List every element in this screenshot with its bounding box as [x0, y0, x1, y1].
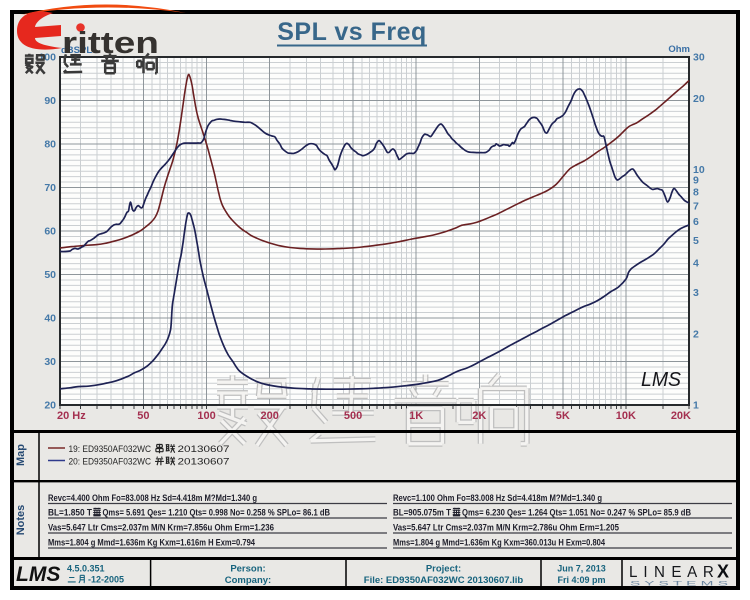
svg-text:10: 10 — [693, 164, 705, 176]
svg-text:Fri 4:09 pm: Fri 4:09 pm — [557, 575, 605, 585]
svg-text:20130607: 20130607 — [178, 444, 230, 455]
svg-text:3: 3 — [693, 287, 699, 299]
svg-text:80: 80 — [44, 139, 56, 151]
svg-text:5: 5 — [693, 235, 699, 247]
svg-text:7: 7 — [693, 200, 699, 212]
svg-text:9: 9 — [693, 175, 699, 187]
svg-text:Vas=5.647 Ltr Cms=2.037m M/N: Vas=5.647 Ltr Cms=2.037m M/N Krm=7.856u … — [48, 523, 274, 534]
svg-text:Company:: Company: — [225, 575, 271, 586]
svg-text:Person:: Person: — [230, 564, 265, 575]
svg-text:500: 500 — [344, 410, 362, 422]
svg-text:30: 30 — [44, 356, 56, 368]
svg-text:6: 6 — [693, 216, 699, 228]
svg-text:Vas=5.647 Ltr Cms=2.037m M/N: Vas=5.647 Ltr Cms=2.037m M/N Krm=2.786u … — [393, 523, 620, 534]
svg-text:Project:: Project: — [426, 564, 461, 575]
svg-text:LMS: LMS — [641, 369, 682, 391]
svg-text:20130607: 20130607 — [178, 457, 230, 468]
svg-text:2: 2 — [693, 329, 699, 341]
svg-text:Map: Map — [15, 444, 27, 466]
svg-text:50: 50 — [44, 269, 56, 281]
svg-text:Qms= 5.691 Qes= 1.210 Qts= 0: Qms= 5.691 Qes= 1.210 Qts= 0.998 No= 0.2… — [103, 508, 331, 519]
svg-text:70: 70 — [44, 182, 56, 194]
svg-text:100: 100 — [197, 410, 215, 422]
svg-text:5K: 5K — [556, 410, 570, 422]
svg-text:8: 8 — [693, 187, 699, 199]
svg-text:4.5.0.351: 4.5.0.351 — [67, 564, 105, 574]
svg-text:4: 4 — [693, 258, 699, 270]
svg-text:20: 20 — [693, 93, 705, 105]
svg-text:-12-2005: -12-2005 — [88, 575, 124, 585]
svg-text:20: 20 — [44, 400, 56, 412]
svg-text:X: X — [717, 562, 729, 582]
svg-text:1K: 1K — [409, 410, 423, 422]
svg-text:Jun 7, 2013: Jun 7, 2013 — [557, 564, 606, 574]
svg-text:Mms=1.804 g Mmd=1.636m Kg Kx: Mms=1.804 g Mmd=1.636m Kg Kxm=360.013u H… — [393, 538, 606, 549]
svg-text:19: ED9350AF032WC: 19: ED9350AF032WC — [69, 444, 152, 455]
svg-text:Ohm: Ohm — [668, 44, 690, 55]
svg-text:10K: 10K — [616, 410, 636, 422]
svg-text:BL=905.075m T: BL=905.075m T — [393, 508, 451, 519]
svg-text:Revc=1.100 Ohm Fo=83.008 Hz: Revc=1.100 Ohm Fo=83.008 Hz Sd=4.418m M?… — [393, 493, 602, 504]
svg-text:1: 1 — [693, 400, 699, 412]
svg-text:2K: 2K — [472, 410, 486, 422]
svg-text:Qms= 6.230 Qes= 1.264 Qts= 1: Qms= 6.230 Qes= 1.264 Qts= 1.051 No= 0.2… — [462, 508, 691, 519]
svg-text:20K: 20K — [671, 410, 691, 422]
svg-text:60: 60 — [44, 226, 56, 238]
svg-text:LMS: LMS — [16, 563, 60, 586]
svg-text:40: 40 — [44, 313, 56, 325]
svg-text:Mms=1.804 g Mmd=1.636m Kg Kx: Mms=1.804 g Mmd=1.636m Kg Kxm=1.616m H E… — [48, 538, 256, 549]
svg-text:20: ED9350AF032WC: 20: ED9350AF032WC — [69, 457, 152, 468]
svg-text:File: ED9350AF032WC 20130607.: File: ED9350AF032WC 20130607.lib — [364, 575, 524, 586]
svg-text:50: 50 — [137, 410, 149, 422]
svg-text:Revc=4.400 Ohm Fo=83.008 Hz: Revc=4.400 Ohm Fo=83.008 Hz Sd=4.418m M?… — [48, 493, 257, 504]
svg-text:BL=1.850 T: BL=1.850 T — [48, 508, 92, 519]
svg-text:20 Hz: 20 Hz — [57, 410, 86, 422]
svg-text:30: 30 — [693, 52, 705, 64]
svg-text:90: 90 — [44, 95, 56, 107]
svg-text:Notes: Notes — [15, 505, 27, 536]
svg-text:S Y S T E M S: S Y S T E M S — [630, 581, 730, 588]
svg-text:200: 200 — [260, 410, 278, 422]
svg-text:L I N E A R: L I N E A R — [629, 564, 715, 581]
svg-text:dBSPL: dBSPL — [61, 45, 92, 56]
svg-text:SPL vs Freq: SPL vs Freq — [277, 18, 427, 46]
